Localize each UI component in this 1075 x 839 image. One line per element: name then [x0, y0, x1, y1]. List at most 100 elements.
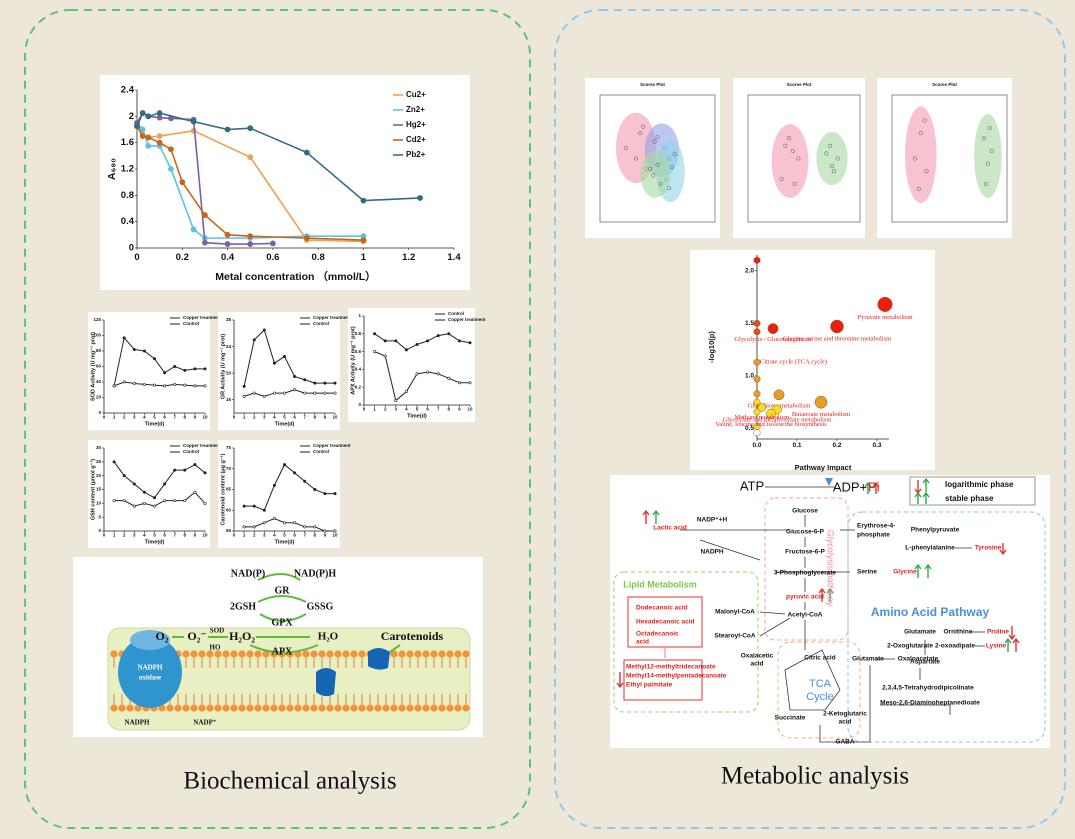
- diagram-label: NAD(P)H: [294, 568, 336, 579]
- series-line: [243, 329, 335, 387]
- diagram-label: O₂⁻: [187, 629, 206, 643]
- point-label: Glyoxylate and dicarboxylate metabolism: [723, 417, 832, 424]
- data-point: [790, 148, 795, 153]
- data-point: [323, 381, 327, 385]
- data-point: [145, 143, 152, 149]
- data-point: [272, 517, 276, 521]
- x-tick-label: 0.6: [266, 252, 279, 263]
- lipid-head: [238, 650, 246, 658]
- x-tick-label: 3: [133, 415, 136, 420]
- data-point: [753, 256, 761, 264]
- data-point: [753, 328, 761, 336]
- data-point: [638, 131, 643, 136]
- chart-panel: [218, 440, 340, 548]
- y-tick-label: 0.4: [355, 367, 362, 372]
- x-tick-label: 4: [273, 533, 276, 538]
- pathway-node: ADP+: [833, 479, 867, 494]
- data-point: [252, 504, 256, 508]
- data-point: [142, 490, 146, 494]
- data-point: [835, 156, 840, 161]
- x-tick-label: 0: [233, 533, 236, 538]
- legend-label: Pb2+: [406, 150, 426, 159]
- pathway-node: Oxaloacetate: [898, 656, 939, 663]
- lipid-head: [366, 704, 374, 712]
- series-line: [243, 389, 335, 397]
- diagram-label: NADP⁺: [193, 719, 216, 727]
- data-point: [912, 156, 918, 161]
- y-tick-label: 5: [98, 514, 101, 519]
- pathway-node: Glucose-6-P: [786, 529, 825, 536]
- amino-box: [847, 511, 1046, 743]
- data-point: [753, 429, 761, 437]
- carotenoid-shape: [316, 668, 336, 697]
- y-tick-label: 0.8: [121, 190, 134, 201]
- y-tick-label: 0.8: [355, 331, 362, 336]
- data-point: [272, 483, 276, 487]
- chart-title: Scores Plot: [787, 82, 812, 87]
- data-point: [417, 195, 423, 201]
- lipid-head: [126, 704, 134, 712]
- data-point: [303, 479, 307, 483]
- data-point: [394, 339, 398, 343]
- lipid-head: [230, 650, 238, 658]
- lipid-head: [342, 704, 350, 712]
- data-point: [153, 496, 157, 500]
- data-point: [383, 339, 387, 343]
- x-tick-label: 4: [143, 415, 146, 420]
- data-point: [183, 383, 187, 387]
- lipid-head: [422, 704, 430, 712]
- lipid-head: [422, 650, 430, 658]
- data-point: [303, 525, 307, 529]
- data-point: [247, 241, 254, 247]
- lipid-head: [374, 704, 382, 712]
- data-point: [163, 499, 167, 503]
- lipid-head: [214, 650, 222, 658]
- x-tick-label: 7: [303, 533, 306, 538]
- lipid-head: [286, 704, 294, 712]
- y-tick-label: 0: [358, 402, 361, 407]
- data-point: [203, 367, 207, 371]
- pathway-node: acid: [636, 639, 649, 646]
- nadph-oxidase: [118, 636, 182, 708]
- data-point: [757, 403, 767, 412]
- x-tick-label: 0: [103, 415, 106, 420]
- point-label: Butanoate metabolism: [792, 411, 850, 418]
- data-point: [323, 529, 327, 533]
- data-point: [242, 504, 246, 508]
- x-tick-label: 1: [243, 533, 246, 538]
- x-tick-label: 0: [363, 407, 366, 412]
- group-label: Amino Acid Pathway: [871, 605, 990, 619]
- lipid-head: [246, 704, 254, 712]
- pathway-node: Aspartate: [910, 659, 940, 666]
- tca-box: [777, 641, 861, 739]
- pathway-node: Dodecanoic acid: [636, 605, 688, 612]
- data-point: [767, 323, 779, 334]
- legend-label: Copper treatment: [183, 443, 221, 448]
- data-point: [323, 391, 327, 395]
- x-tick-label: 0: [134, 252, 139, 263]
- x-tick-label: 9: [458, 407, 461, 412]
- data-point: [156, 139, 163, 146]
- data-point: [655, 135, 660, 140]
- lipid-head: [446, 704, 454, 712]
- caption: Biochemical analysis: [183, 768, 396, 795]
- y-tick-label: 16: [226, 397, 232, 402]
- legend-label: logarithmic phase: [945, 480, 1014, 489]
- y-tick-label: 2.4: [121, 85, 135, 96]
- diagram-label: GPX: [271, 617, 293, 628]
- x-tick-label: 3: [133, 533, 136, 538]
- data-point: [153, 357, 157, 361]
- x-tick-label: 8: [314, 533, 317, 538]
- data-point: [282, 521, 286, 525]
- data-point: [122, 499, 126, 503]
- y-tick-label: 0: [129, 243, 134, 254]
- pathway-node: Ethyl palmitate: [626, 682, 673, 689]
- data-point: [193, 490, 197, 494]
- pathway-node: Hexadecanoic acid: [636, 619, 695, 626]
- chart-panel: [690, 250, 935, 470]
- data-point: [190, 226, 197, 233]
- y-tick-label: 30: [96, 445, 102, 450]
- legend-label: Copper treatment: [183, 315, 221, 320]
- data-point: [269, 240, 276, 247]
- lipid-head: [222, 650, 230, 658]
